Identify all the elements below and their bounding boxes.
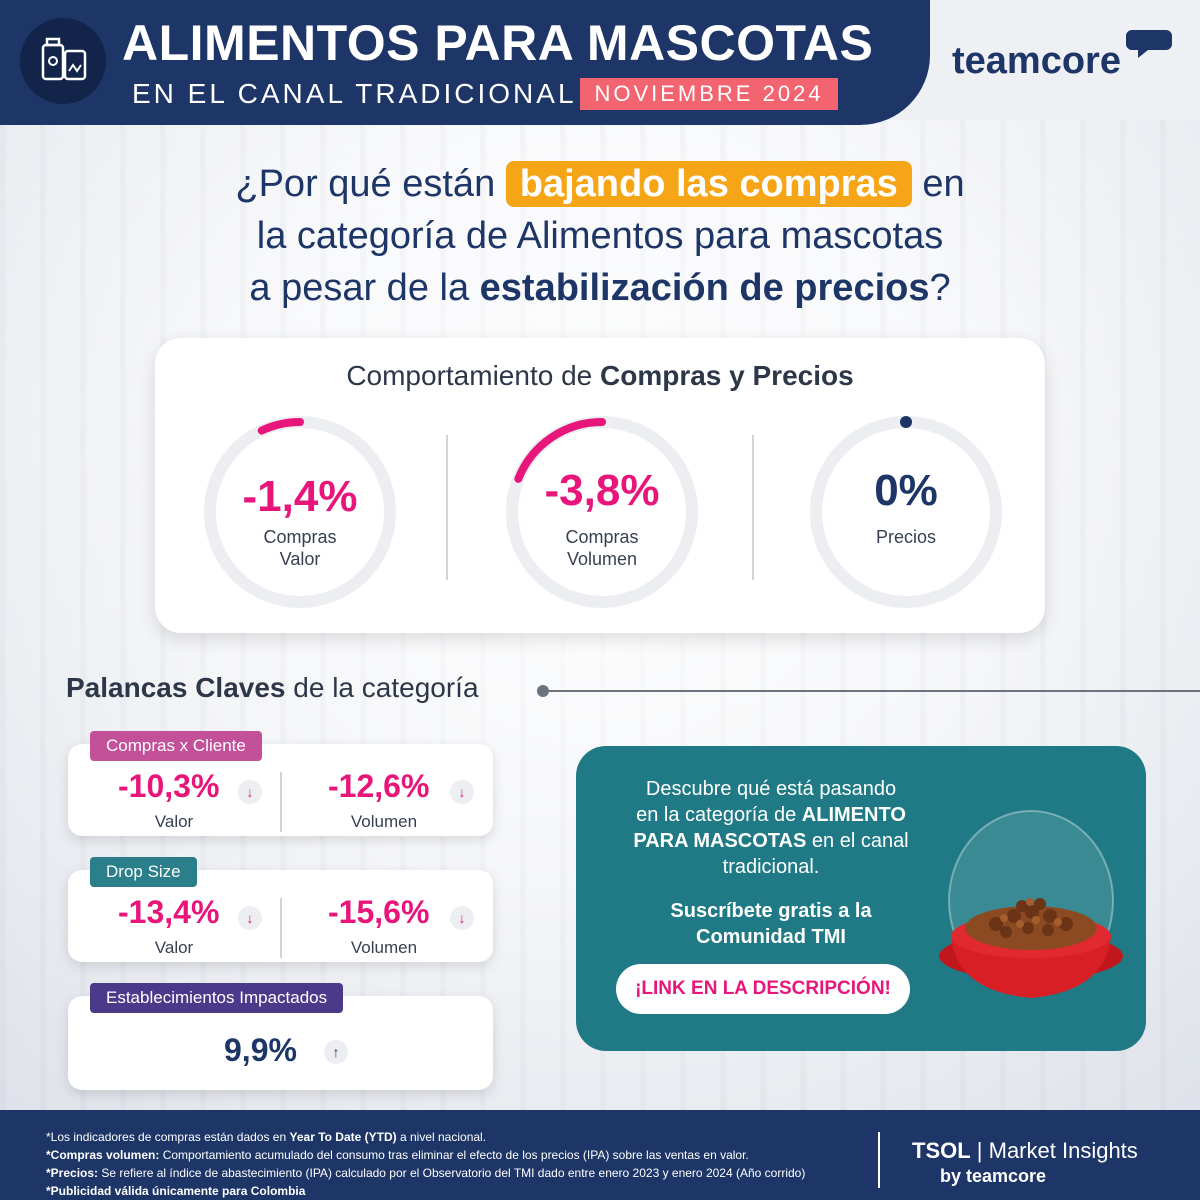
by-teamcore: by teamcore xyxy=(940,1166,1047,1186)
promo-line3-bold: PARA MASCOTAS xyxy=(633,830,807,852)
arrow-down-icon: ↓ xyxy=(238,780,262,804)
kpi-value: -13,4% xyxy=(118,894,220,930)
gauge-compras-volumen: -3,8% Compras Volumen xyxy=(502,412,702,612)
arrow-down-icon: ↓ xyxy=(450,780,474,804)
gauge-dot xyxy=(900,416,912,428)
question-part1: ¿Por qué están xyxy=(235,163,496,205)
palancas-title-rest: de la categoría xyxy=(293,672,479,703)
pet-food-icon xyxy=(20,18,106,104)
gauge-value: 0% xyxy=(874,466,938,515)
gauge-ring xyxy=(506,416,698,608)
gauge-value: -3,8% xyxy=(544,466,660,515)
behavior-title-pre: Comportamiento de xyxy=(346,360,593,391)
question-line3-bold: estabilización de precios xyxy=(479,267,930,309)
kpi-label: Valor xyxy=(154,938,194,957)
kpi-divider xyxy=(280,898,282,958)
tsol-logo: TSOL | Market Insights xyxy=(912,1138,1138,1164)
gauge-ring xyxy=(810,416,1002,608)
gauge-arc xyxy=(257,418,304,435)
kpi-label: Valor xyxy=(154,812,194,831)
footnote-1-bold: Year To Date (YTD) xyxy=(289,1130,397,1144)
kpi-value: 9,9% xyxy=(224,1032,297,1068)
kpi-label: Volumen xyxy=(350,812,418,831)
gauge-label: Volumen xyxy=(566,549,638,569)
gauge-value: -1,4% xyxy=(242,472,358,521)
kpi-label: Volumen xyxy=(350,938,418,957)
gauge-compras-valor: -1,4% Compras Valor xyxy=(200,412,400,612)
promo-cta1: Suscríbete gratis a la xyxy=(670,900,872,922)
footnote-2-bold: *Compras volumen: xyxy=(46,1148,160,1162)
question-line2: la categoría de Alimentos para mascotas xyxy=(256,215,944,257)
promo-line2-pre: en la categoría de xyxy=(636,804,797,826)
question-part2: en xyxy=(922,163,965,205)
gauge-label: Compras xyxy=(263,527,337,547)
promo-cta2: Comunidad TMI xyxy=(696,926,846,948)
footer: *Los indicadores de compras están dados … xyxy=(0,1110,1200,1200)
footer-divider xyxy=(878,1132,880,1188)
palancas-title: Palancas Claves de la categoría xyxy=(66,672,479,704)
gauge-label: Compras xyxy=(565,527,639,547)
gauge-precios: 0% Precios xyxy=(806,412,1006,612)
question-line3-pre: a pesar de la xyxy=(249,267,470,309)
promo-line3-post: en el canal xyxy=(811,830,909,852)
arrow-down-icon: ↓ xyxy=(238,906,262,930)
promo-card: Descubre qué está pasando en la categorí… xyxy=(576,746,1146,1051)
footnote-4: *Publicidad válida únicamente para Colom… xyxy=(46,1184,306,1198)
question-highlight: bajando las compras xyxy=(505,161,912,207)
divider-line xyxy=(542,690,1200,692)
footnote-3-bold: *Precios: xyxy=(46,1166,99,1180)
footnotes: *Los indicadores de compras están dados … xyxy=(46,1128,866,1200)
question-line3-post: ? xyxy=(929,267,951,309)
promo-text: Descubre qué está pasando en la categorí… xyxy=(606,776,936,880)
promo-line4: tradicional. xyxy=(722,856,820,878)
brand-logo: teamcore xyxy=(952,40,1121,82)
behavior-title-bold: Compras y Precios xyxy=(600,360,854,391)
arrow-up-icon: ↑ xyxy=(324,1040,348,1064)
footnote-2-rest: Comportamiento acumulado del consumo tra… xyxy=(162,1148,749,1162)
gauge-label: Precios xyxy=(875,527,937,547)
kpi-value: -15,6% xyxy=(328,894,430,930)
tsol-bold: TSOL xyxy=(912,1138,971,1163)
footnote-1-post: a nivel nacional. xyxy=(399,1130,487,1144)
page-subtitle: EN EL CANAL TRADICIONAL xyxy=(132,78,577,109)
gauge-label: Valor xyxy=(279,549,321,569)
gauge-arc xyxy=(514,418,606,483)
promo-line2-bold: ALIMENTO xyxy=(801,804,906,826)
arrow-down-icon: ↓ xyxy=(450,906,474,930)
behavior-card: Comportamiento de Compras y Precios xyxy=(155,338,1045,633)
kpi-value: -10,3% xyxy=(118,768,220,804)
tag-establecimientos: Establecimientos Impactados xyxy=(90,983,344,1013)
tsol-rest: | Market Insights xyxy=(976,1138,1138,1163)
footnote-3-rest: Se refiere al índice de abastecimiento (… xyxy=(101,1166,806,1180)
page-title: ALIMENTOS PARA MASCOTAS xyxy=(122,15,874,71)
gauge-divider xyxy=(446,435,448,580)
palancas-title-bold: Palancas Claves xyxy=(66,672,286,703)
footnote-1-pre: *Los indicadores de compras están dados … xyxy=(46,1130,287,1144)
header-banner: ALIMENTOS PARA MASCOTAS EN EL CANAL TRAD… xyxy=(0,0,930,125)
kpi-value: -12,6% xyxy=(328,768,430,804)
speech-bubble-icon xyxy=(1126,30,1172,58)
link-button[interactable]: ¡LINK EN LA DESCRIPCIÓN! xyxy=(616,964,910,1014)
kpi-divider xyxy=(280,772,282,832)
tag-drop-size: Drop Size xyxy=(90,857,197,887)
headline-question: ¿Por qué están bajando las compras en la… xyxy=(0,158,1200,314)
pet-food-bowl-icon xyxy=(939,810,1123,998)
gauge-ring xyxy=(204,416,396,608)
gauge-divider xyxy=(752,435,754,580)
tag-compras-cliente: Compras x Cliente xyxy=(90,731,262,761)
promo-line1: Descubre qué está pasando xyxy=(645,778,897,800)
promo-cta: Suscríbete gratis a la Comunidad TMI xyxy=(621,898,921,950)
behavior-title: Comportamiento de Compras y Precios xyxy=(155,360,1045,392)
date-badge: NOVIEMBRE 2024 xyxy=(580,78,838,110)
